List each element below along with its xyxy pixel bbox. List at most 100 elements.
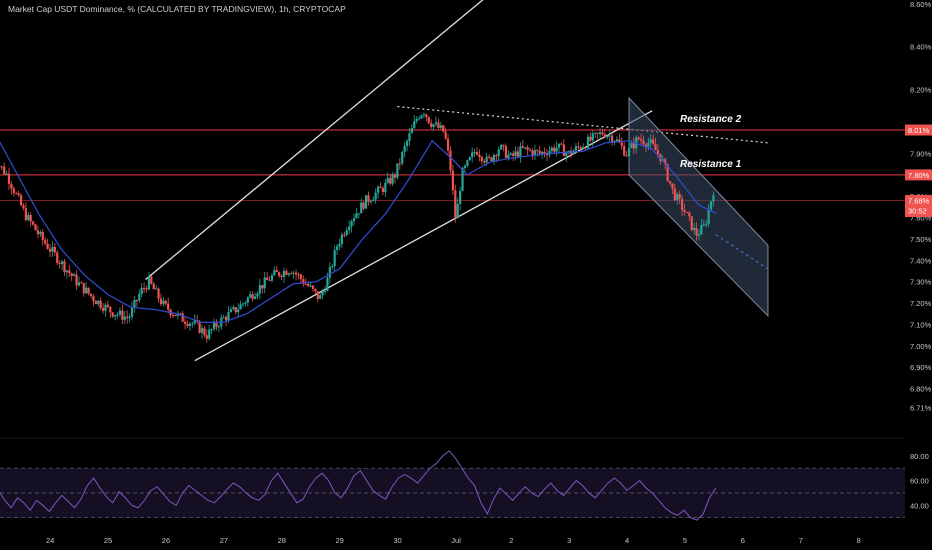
candle-down xyxy=(63,261,66,273)
candle-up xyxy=(328,267,331,278)
candle-down xyxy=(683,209,686,212)
rising-channel-lower xyxy=(194,110,653,362)
price-tick-label: 7.40% xyxy=(910,256,932,265)
candle-down xyxy=(652,139,655,144)
candle-down xyxy=(268,279,271,281)
candle-down xyxy=(381,188,385,193)
candle-up xyxy=(413,121,416,129)
candle-down xyxy=(278,272,281,276)
candle-down xyxy=(673,188,676,201)
time-tick-label: 27 xyxy=(220,536,228,545)
candle-down xyxy=(389,177,392,184)
candle-up xyxy=(292,272,295,274)
candle-up xyxy=(309,285,312,287)
candle-down xyxy=(584,147,587,149)
candle-up xyxy=(282,271,286,277)
candle-up xyxy=(410,128,413,134)
candle-up xyxy=(253,296,257,299)
candle-up xyxy=(582,147,585,149)
candle-up xyxy=(85,287,88,294)
candle-down xyxy=(601,132,604,135)
time-tick-label: Jul xyxy=(451,536,461,545)
candle-down xyxy=(251,294,254,299)
candle-down xyxy=(362,202,365,209)
candle-up xyxy=(403,146,406,153)
candle-up xyxy=(676,194,679,201)
candle-up xyxy=(140,287,143,294)
candle-down xyxy=(234,307,237,313)
time-tick-label: 24 xyxy=(46,536,54,545)
candle-down xyxy=(589,136,592,141)
time-tick-label: 2 xyxy=(509,536,513,545)
candle-down xyxy=(171,314,175,316)
candle-up xyxy=(384,182,387,193)
candle-up xyxy=(39,231,42,235)
candle-up xyxy=(434,122,438,125)
candle-down xyxy=(427,116,430,124)
candle-series[interactable] xyxy=(0,112,715,343)
candle-up xyxy=(533,150,537,156)
candle-down xyxy=(135,299,138,301)
price-tick-label: 6.90% xyxy=(910,363,932,372)
candle-down xyxy=(164,300,167,304)
price-tick-label: 8.40% xyxy=(910,43,932,52)
rsi-tick-label: 60.00 xyxy=(910,477,929,486)
time-axis[interactable]: 24 25 26 27 28 29 30 Jul 2 3 4 5 6 7 8 xyxy=(46,536,861,545)
rsi-line xyxy=(0,450,717,521)
candle-down xyxy=(678,194,681,199)
candle-down xyxy=(302,279,305,284)
candle-down xyxy=(553,147,556,152)
candle-up xyxy=(208,329,211,339)
candle-down xyxy=(299,274,302,280)
candle-down xyxy=(620,142,623,146)
candle-down xyxy=(15,193,18,195)
candle-down xyxy=(398,163,401,165)
candle-up xyxy=(497,149,500,157)
candle-up xyxy=(693,227,696,231)
candle-up xyxy=(155,288,158,290)
candle-down xyxy=(167,303,170,310)
candle-up xyxy=(200,328,204,333)
candle-down xyxy=(444,131,447,139)
price-tick-label: 6.80% xyxy=(910,385,932,394)
candle-up xyxy=(60,261,64,264)
candle-down xyxy=(152,283,155,290)
candle-up xyxy=(459,190,462,205)
candle-up xyxy=(606,135,609,138)
candle-down xyxy=(94,301,97,305)
candle-up xyxy=(222,317,225,319)
candle-up xyxy=(466,160,469,166)
candle-down xyxy=(475,152,479,155)
candle-down xyxy=(145,288,148,290)
candle-down xyxy=(425,114,428,117)
candle-up xyxy=(702,224,705,226)
candle-up xyxy=(128,316,131,318)
candle-down xyxy=(184,321,187,324)
candle-down xyxy=(275,270,278,273)
candle-down xyxy=(46,243,49,249)
candle-up xyxy=(338,244,341,247)
rsi-pane[interactable]: 80.00 60.00 40.00 xyxy=(0,450,929,521)
candle-up xyxy=(492,155,495,162)
candle-down xyxy=(121,310,124,320)
candle-down xyxy=(150,276,153,284)
candle-up xyxy=(270,275,274,281)
candle-up xyxy=(405,141,409,147)
candle-down xyxy=(538,150,541,154)
price-axis[interactable]: 8.60%8.40%8.20%7.90%7.70%7.60%7.50%7.40%… xyxy=(905,0,932,413)
price-badge-countdown: 30:52 xyxy=(908,207,927,216)
time-tick-label: 3 xyxy=(567,536,571,545)
candle-down xyxy=(266,277,269,280)
candle-up xyxy=(712,195,715,202)
candle-up xyxy=(326,277,329,291)
candle-down xyxy=(680,198,684,210)
candle-down xyxy=(637,137,640,140)
candle-down xyxy=(480,156,483,161)
candle-down xyxy=(89,293,93,297)
candle-down xyxy=(290,273,293,275)
candle-up xyxy=(287,273,290,275)
candle-down xyxy=(430,123,433,127)
candle-down xyxy=(41,231,44,241)
candle-down xyxy=(10,183,13,189)
candle-up xyxy=(649,139,652,143)
